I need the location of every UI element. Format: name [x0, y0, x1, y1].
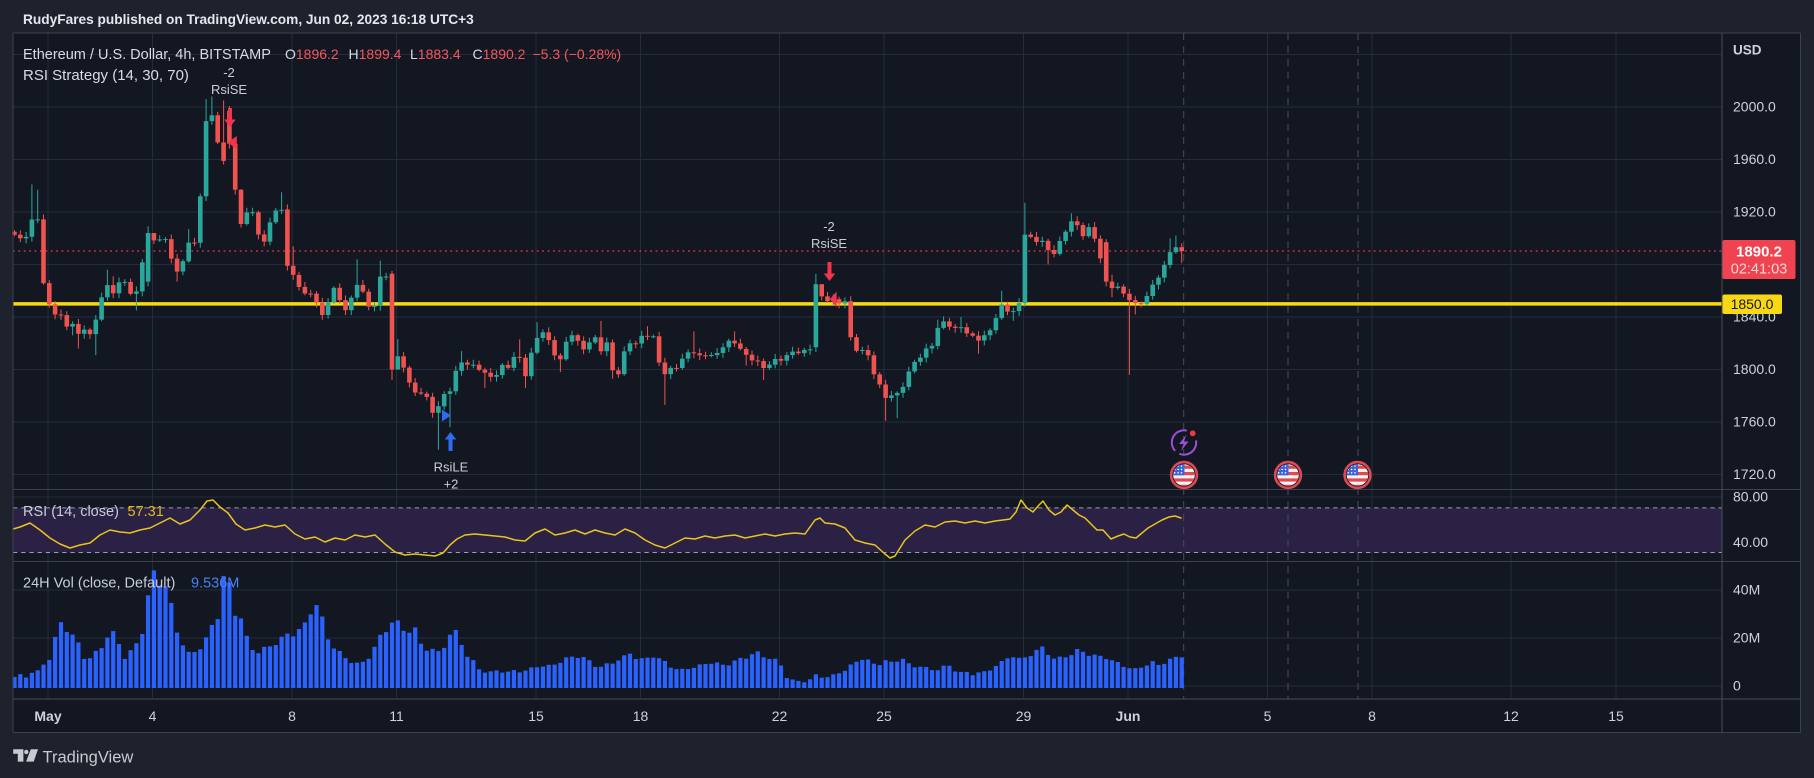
svg-text:4: 4 — [149, 708, 157, 724]
svg-text:1890.2: 1890.2 — [1736, 244, 1782, 261]
svg-text:-2: -2 — [823, 219, 835, 234]
svg-text:15: 15 — [1608, 708, 1624, 724]
svg-text:+2: +2 — [444, 477, 459, 492]
svg-text:TradingView: TradingView — [43, 749, 134, 767]
svg-text:1960.0: 1960.0 — [1733, 151, 1776, 167]
svg-text:1720.0: 1720.0 — [1733, 466, 1776, 482]
svg-text:Jun: Jun — [1116, 708, 1141, 724]
svg-text:25: 25 — [876, 708, 892, 724]
svg-text:RSI Strategy (14, 30, 70): RSI Strategy (14, 30, 70) — [23, 67, 189, 84]
svg-text:24H Vol (close, Default): 24H Vol (close, Default) — [23, 576, 175, 592]
svg-text:57.31: 57.31 — [128, 504, 164, 520]
svg-text:RsiLE: RsiLE — [434, 460, 469, 475]
svg-text:8: 8 — [288, 708, 296, 724]
svg-text:15: 15 — [528, 708, 544, 724]
svg-text:RsiSE: RsiSE — [811, 236, 847, 251]
svg-text:C1890.2: C1890.2 — [473, 46, 526, 62]
svg-text:RsiSE: RsiSE — [211, 82, 247, 97]
svg-text:20M: 20M — [1733, 630, 1760, 646]
svg-text:9.536M: 9.536M — [191, 576, 239, 592]
svg-text:−5.3 (−0.28%): −5.3 (−0.28%) — [533, 46, 622, 62]
svg-text:8: 8 — [1368, 708, 1376, 724]
svg-text:22: 22 — [772, 708, 788, 724]
svg-text:80.00: 80.00 — [1733, 489, 1768, 505]
svg-text:RSI (14, close): RSI (14, close) — [23, 504, 119, 520]
svg-text:40.00: 40.00 — [1733, 534, 1768, 550]
svg-text:1850.0: 1850.0 — [1731, 296, 1774, 312]
svg-text:H1899.4: H1899.4 — [349, 46, 402, 62]
svg-text:29: 29 — [1016, 708, 1032, 724]
svg-text:-2: -2 — [223, 65, 235, 80]
svg-text:L1883.4: L1883.4 — [410, 46, 461, 62]
svg-text:18: 18 — [633, 708, 649, 724]
svg-text:May: May — [34, 708, 61, 724]
svg-text:02:41:03: 02:41:03 — [1731, 262, 1787, 278]
svg-text:0: 0 — [1733, 678, 1741, 694]
svg-text:40M: 40M — [1733, 582, 1760, 598]
svg-text:11: 11 — [389, 708, 404, 724]
svg-text:O1896.2: O1896.2 — [285, 46, 339, 62]
svg-text:Ethereum / U.S. Dollar, 4h, BI: Ethereum / U.S. Dollar, 4h, BITSTAMP — [23, 47, 271, 63]
svg-text:1920.0: 1920.0 — [1733, 204, 1776, 220]
svg-text:USD: USD — [1733, 43, 1762, 58]
svg-text:RudyFares published on Trading: RudyFares published on TradingView.com, … — [23, 12, 474, 27]
svg-text:5: 5 — [1264, 708, 1272, 724]
svg-text:12: 12 — [1503, 708, 1519, 724]
svg-text:2000.0: 2000.0 — [1733, 99, 1776, 115]
svg-text:1800.0: 1800.0 — [1733, 361, 1776, 377]
svg-text:1760.0: 1760.0 — [1733, 414, 1776, 430]
